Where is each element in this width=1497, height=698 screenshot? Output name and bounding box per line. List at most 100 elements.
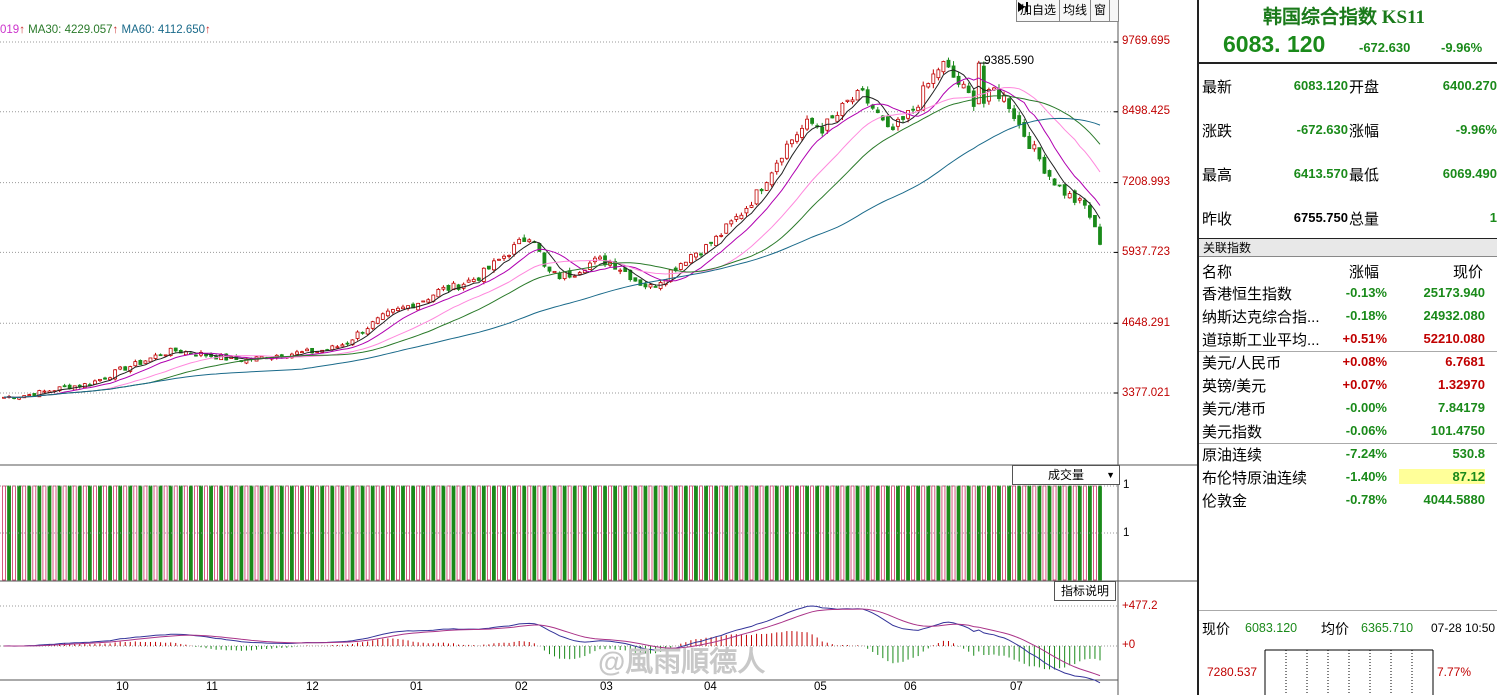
candle-body	[522, 237, 527, 242]
volume-bar	[17, 485, 22, 581]
candle-body	[502, 255, 506, 259]
related-index-name: 布伦特原油连续	[1202, 470, 1308, 487]
ma10-line	[3, 77, 1101, 398]
candle-body	[108, 377, 112, 381]
moving-average-button[interactable]: 均线	[1058, 0, 1091, 22]
related-index-row[interactable]: 美元/港币 -0.00% 7.84179	[1199, 398, 1497, 420]
ma20-line	[3, 86, 1101, 398]
candle-body	[754, 189, 759, 205]
candle-body	[370, 321, 375, 329]
related-index-row[interactable]: 伦敦金 -0.78% 4044.5880	[1199, 490, 1497, 512]
intraday-mini-chart[interactable]: 7280.537 7.77%	[1201, 648, 1497, 695]
candle-body	[360, 331, 365, 334]
candle-body	[113, 369, 118, 380]
candle-body	[699, 253, 703, 256]
volume-select-label: 成交量	[1047, 468, 1084, 482]
candle-body	[380, 313, 385, 320]
window-button[interactable]: 窗	[1089, 0, 1110, 22]
candle-body	[481, 267, 486, 282]
candle-body	[598, 256, 602, 260]
candle-body	[688, 254, 693, 264]
candle-body	[643, 283, 648, 288]
volume-bar	[527, 485, 532, 581]
arrow-right-bar-icon[interactable]	[1017, 0, 1119, 22]
candle-body	[375, 317, 380, 324]
kline-svg[interactable]	[0, 0, 1197, 695]
quote-row: 涨跌 -672.630 涨幅 -9.96%	[1199, 120, 1497, 140]
divider	[1199, 443, 1497, 444]
candle-body	[587, 262, 592, 270]
related-index-name: 美元指数	[1202, 424, 1263, 441]
volume-bar	[264, 485, 269, 581]
related-index-pct: -0.13%	[1345, 285, 1387, 300]
candle-body	[800, 127, 804, 138]
volume-bar	[305, 485, 309, 581]
ma60-line	[3, 117, 1101, 398]
related-index-row[interactable]: 原油连续 -7.24% 530.8	[1199, 444, 1497, 466]
indicator-help-button[interactable]: 指标说明	[1054, 581, 1116, 601]
related-index-row[interactable]: 美元指数 -0.06% 101.4750	[1199, 421, 1497, 443]
current-price: 6083. 120	[1223, 31, 1326, 57]
candle-body	[572, 275, 577, 278]
volume-axis-label: 1	[1123, 479, 1130, 491]
ma60-value: MA60: 4112.650	[121, 24, 206, 36]
volume-bar	[1077, 485, 1082, 581]
volume-bar	[694, 485, 698, 581]
related-index-pct: +0.08%	[1342, 354, 1387, 369]
related-index-row[interactable]: 香港恒生指数 -0.13% 25173.940	[1199, 283, 1497, 305]
candle-body	[158, 354, 163, 357]
volume-indicator-select[interactable]: 成交量 ▼	[1012, 465, 1120, 485]
candle-body	[769, 172, 774, 186]
volume-axis-label: 1	[1123, 527, 1130, 539]
quote-time: 07-28 10:50	[1431, 621, 1496, 635]
related-index-row[interactable]: 纳斯达克综合指... -0.18% 24932.080	[1199, 306, 1497, 328]
candle-body	[885, 116, 890, 128]
volume-bar	[734, 485, 739, 581]
up-arrow-icon: ↑	[112, 24, 119, 36]
kline-chart[interactable]: 加自选 均线 窗 019↑ MA30: 4229.057↑ MA60: 4112…	[0, 0, 1197, 695]
related-index-row[interactable]: 布伦特原油连续 -1.40% 87.12	[1199, 467, 1497, 489]
related-index-name: 伦敦金	[1202, 493, 1248, 510]
candle-body	[466, 279, 471, 283]
candle-body	[613, 261, 618, 270]
related-index-price: 24932.080	[1423, 308, 1485, 323]
volume-bar	[1093, 485, 1097, 581]
quote-label: 开盘	[1349, 79, 1380, 96]
peak-price-label: 9385.590	[984, 53, 1035, 67]
related-index-name: 美元/港币	[1202, 401, 1267, 418]
candle-body	[880, 115, 885, 121]
candle-body	[486, 265, 491, 270]
candle-body	[1072, 190, 1077, 203]
related-index-pct: +0.07%	[1342, 377, 1387, 392]
candle-body	[330, 345, 335, 351]
index-title: 韩国综合指数 KS11	[1262, 7, 1426, 28]
candle-body	[1037, 147, 1042, 160]
avg-label: 均价	[1321, 621, 1349, 637]
candle-body	[759, 188, 764, 192]
x-axis-label: 04	[704, 681, 717, 693]
candle-body	[749, 204, 754, 208]
price-change: -672.630	[1359, 40, 1411, 55]
candle-body	[476, 277, 481, 281]
volume-bar	[143, 485, 148, 581]
candle-body	[875, 109, 880, 114]
candle-body	[1012, 108, 1017, 119]
intraday-grid	[1264, 649, 1434, 695]
price-axis-label: 5937.723	[1122, 246, 1170, 258]
candle-body	[790, 139, 794, 145]
related-index-pct: -7.24%	[1345, 446, 1387, 461]
candle-body	[396, 307, 400, 311]
candle-body	[946, 59, 951, 68]
related-index-name: 美元/人民币	[1202, 355, 1282, 372]
related-index-row[interactable]: 英镑/美元 +0.07% 1.32970	[1199, 375, 1497, 397]
candle-body	[27, 394, 32, 396]
related-index-row[interactable]: 美元/人民币 +0.08% 6.7681	[1199, 352, 1497, 374]
candle-body	[891, 126, 895, 130]
candle-body	[517, 238, 522, 245]
candle-body	[547, 266, 552, 272]
candle-body	[966, 85, 971, 94]
related-index-row[interactable]: 道琼斯工业平均... +0.51% 52210.080	[1199, 329, 1497, 351]
candle-body	[441, 286, 446, 290]
now-value: 6083.120	[1245, 621, 1298, 635]
candle-body	[981, 65, 986, 104]
